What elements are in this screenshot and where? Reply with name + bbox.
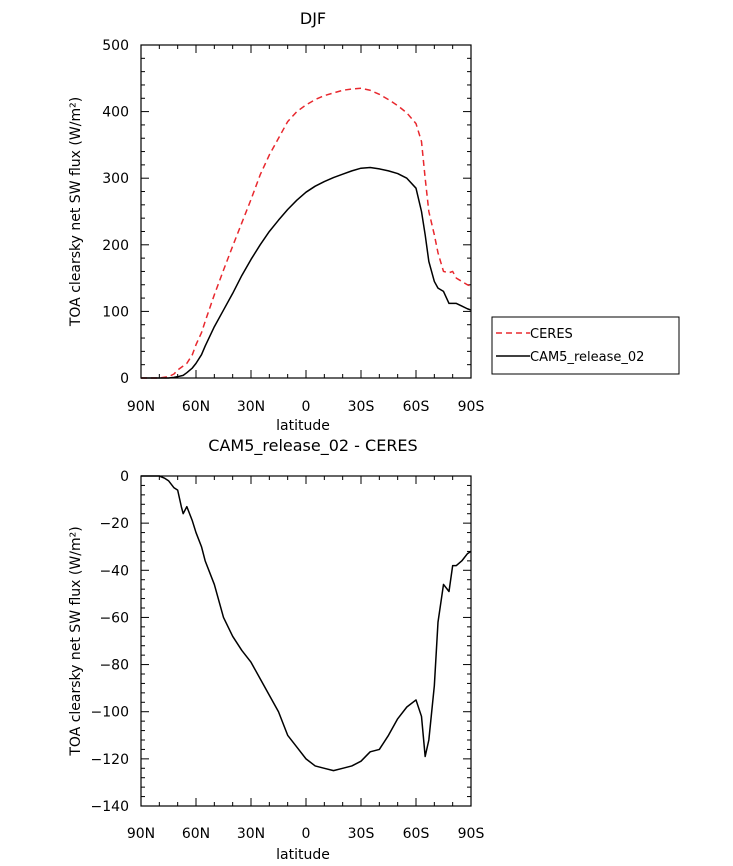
y-tick-label: 0 xyxy=(120,469,129,485)
x-axis-label: latitude xyxy=(276,418,330,434)
x-tick-label: 60N xyxy=(182,399,210,415)
y-tick-label: −80 xyxy=(99,658,129,674)
x-tick-label: 30S xyxy=(348,826,375,842)
x-tick-label: 0 xyxy=(302,399,311,415)
y-axis-label: TOA clearsky net SW flux (W/m²) xyxy=(68,526,84,756)
legend: CERES CAM5_release_02 xyxy=(491,316,680,375)
x-tick-label: 90S xyxy=(458,399,485,415)
x-tick-label: 90N xyxy=(127,399,155,415)
plot-frame xyxy=(140,475,472,807)
series-line-ceres xyxy=(141,87,472,379)
y-tick-label: 200 xyxy=(102,238,129,254)
plot-2: CAM5_release_02 - CERES 90N 60N 30N 0 30S 60S 9… xyxy=(68,436,484,863)
y-tick-label: −120 xyxy=(91,752,129,768)
x-axis-label: latitude xyxy=(276,847,330,863)
y-tick-label: −60 xyxy=(99,610,129,626)
plot-title: DJF xyxy=(300,9,326,28)
y-tick-label: 100 xyxy=(102,304,129,320)
x-tick-label: 60S xyxy=(403,399,430,415)
x-tick-label: 0 xyxy=(302,826,311,842)
x-tick-label: 30N xyxy=(237,826,265,842)
plot-1: DJF 90N 60N 30N 0 30S 60S 90S 0 100 200 300 400 500 la… xyxy=(68,9,680,434)
y-tick-label: −20 xyxy=(99,516,129,532)
y-tick-label: 500 xyxy=(102,38,129,54)
series-line-cam5-release-02 xyxy=(141,166,472,379)
legend-box xyxy=(491,316,680,375)
y-tick-label: 0 xyxy=(120,371,129,387)
series-line-difference xyxy=(141,475,472,772)
x-tick-label: 90S xyxy=(458,826,485,842)
y-tick-label: 300 xyxy=(102,171,129,187)
plot-title: CAM5_release_02 - CERES xyxy=(208,436,417,456)
x-tick-label: 60N xyxy=(182,826,210,842)
y-axis-label: TOA clearsky net SW flux (W/m²) xyxy=(68,97,84,327)
x-tick-label: 90N xyxy=(127,826,155,842)
x-tick-label: 60S xyxy=(403,826,430,842)
legend-entry: CAM5_release_02 xyxy=(530,350,644,365)
x-tick-label: 30S xyxy=(348,399,375,415)
y-tick-label: −140 xyxy=(91,799,129,815)
legend-entry: CERES xyxy=(530,327,573,342)
y-tick-label: 400 xyxy=(102,105,129,121)
x-tick-label: 30N xyxy=(237,399,265,415)
y-tick-label: −100 xyxy=(91,705,129,721)
y-tick-label: −40 xyxy=(99,563,129,579)
